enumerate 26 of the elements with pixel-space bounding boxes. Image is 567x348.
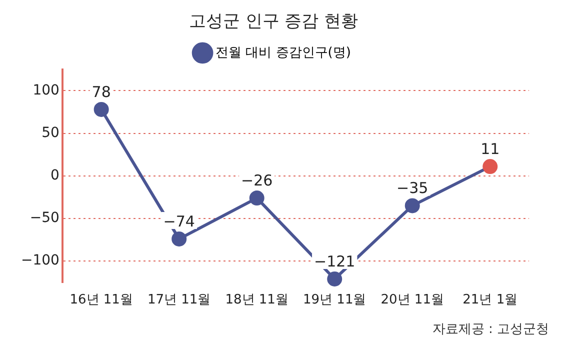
- y-tick-label: −50: [30, 210, 60, 226]
- x-tick-label: 16년 11월: [70, 292, 133, 308]
- y-tick-label: 50: [42, 124, 60, 141]
- point: [249, 190, 264, 206]
- point: [94, 102, 109, 117]
- x-tick-label: 17년 11월: [147, 292, 211, 308]
- point: [482, 159, 498, 174]
- chart-title: 고성군 인구 증감 현황: [188, 12, 358, 32]
- data-label: −74: [163, 212, 195, 230]
- data-label: 78: [92, 82, 111, 101]
- x-tick-label: 18년 11월: [225, 292, 288, 308]
- y-tick-label: 100: [32, 82, 60, 98]
- x-tick-label: 20년 11월: [380, 292, 444, 308]
- text: 자료제공 : 고성군청: [432, 322, 549, 337]
- x-tick-label: 21년 1월: [462, 292, 518, 308]
- y-tick-label: 0: [50, 168, 60, 184]
- legend-label: 전월 대비 증감인구(명): [216, 45, 351, 60]
- y-tick-label: −100: [21, 252, 60, 269]
- data-label: 11: [480, 140, 500, 158]
- data-label: −26: [241, 171, 273, 190]
- point: [172, 231, 187, 246]
- data-label: −121: [314, 252, 356, 270]
- x-tick-label: 19년 11월: [302, 292, 366, 308]
- point: [327, 271, 342, 286]
- point: [404, 198, 420, 214]
- data-label: −35: [396, 179, 428, 198]
